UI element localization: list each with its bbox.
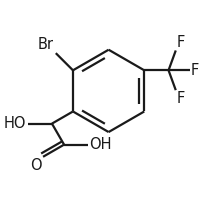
Text: OH: OH (90, 137, 112, 152)
Text: O: O (30, 158, 42, 173)
Text: F: F (177, 91, 185, 106)
Text: F: F (177, 35, 185, 50)
Text: Br: Br (38, 37, 54, 52)
Text: HO: HO (4, 116, 26, 131)
Text: F: F (191, 63, 199, 78)
